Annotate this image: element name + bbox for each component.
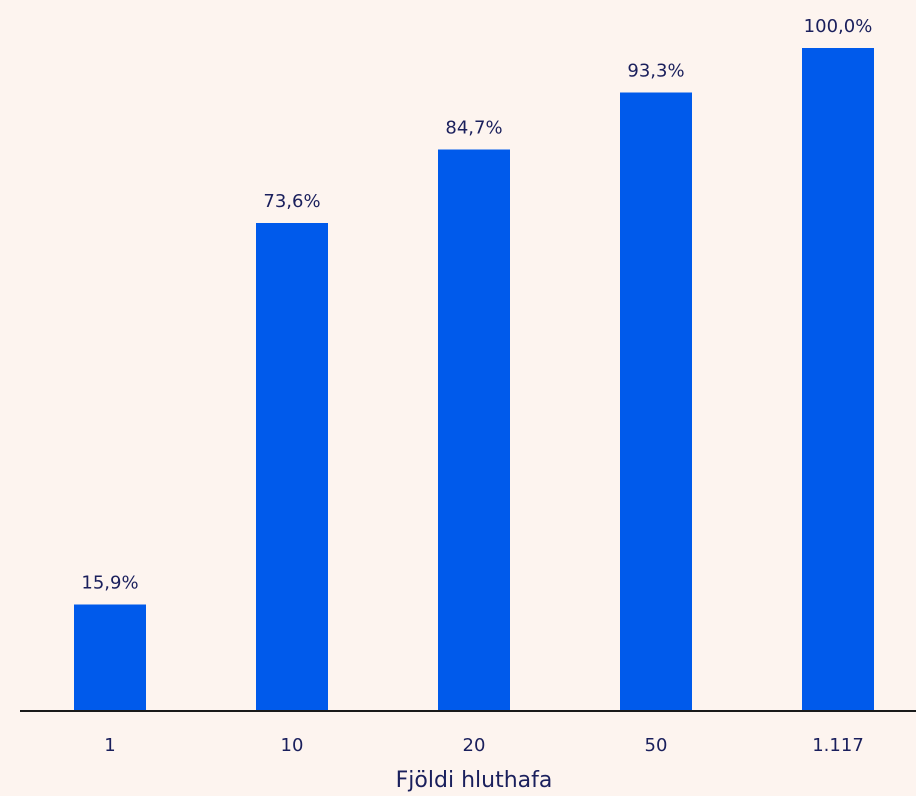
bar-1 <box>74 604 146 710</box>
bar-4 <box>620 92 692 710</box>
data-label-1: 15,9% <box>81 573 138 594</box>
bar-2 <box>256 222 328 710</box>
bar-5 <box>802 48 874 710</box>
x-tick-label-2: 10 <box>281 735 304 756</box>
value-labels-group: 15,9% 73,6% 84,7% 93,3% 100,0% <box>81 16 872 594</box>
data-label-5: 100,0% <box>804 16 873 37</box>
bar-3 <box>438 149 510 710</box>
x-tick-label-1: 1 <box>104 735 115 756</box>
x-tick-label-5: 1.117 <box>812 735 864 756</box>
x-tick-label-4: 50 <box>645 735 668 756</box>
data-label-4: 93,3% <box>627 60 684 81</box>
data-label-2: 73,6% <box>263 191 320 212</box>
bars-group <box>74 48 874 710</box>
data-label-3: 84,7% <box>445 117 502 138</box>
x-tick-label-3: 20 <box>463 735 486 756</box>
x-tick-labels-group: 1 10 20 50 1.117 <box>104 735 863 756</box>
x-axis-title: Fjöldi hluthafa <box>396 768 553 793</box>
